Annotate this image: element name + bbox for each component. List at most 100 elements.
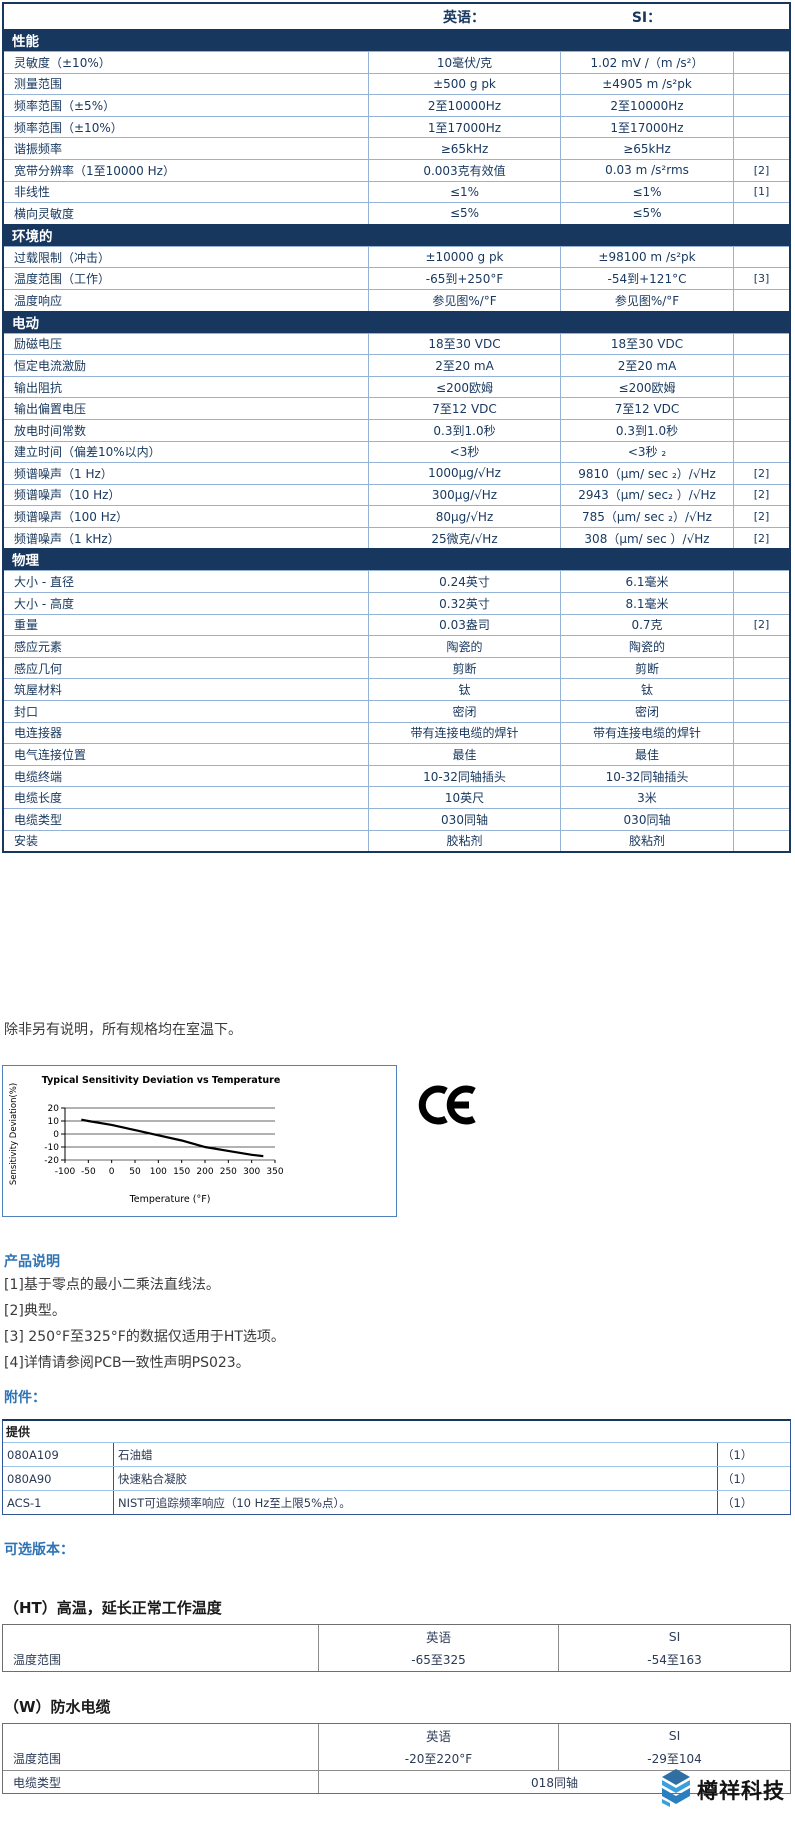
spec-value-english: ±10000 g pk bbox=[368, 246, 560, 268]
accessory-description: 快速粘合凝胶 bbox=[113, 1467, 717, 1491]
accessories-table: 提供 080A109 石油蜡 （1） 080A90 快速粘合凝胶 （1） ACS-1 NIST… bbox=[2, 1419, 791, 1516]
spec-label: 频谱噪声（1 Hz） bbox=[14, 466, 113, 481]
spec-note-ref: [2] bbox=[733, 527, 789, 549]
option-value-si: -54至163 bbox=[558, 1648, 790, 1672]
spec-note-ref bbox=[733, 355, 789, 376]
table-row: 频率范围（±5%） 2至10000Hz 2至10000Hz bbox=[4, 94, 789, 116]
spec-value-english: 0.03盎司 bbox=[368, 614, 560, 636]
spec-value-english: 1至17000Hz bbox=[368, 116, 560, 138]
spec-note-ref: [2] bbox=[733, 506, 789, 527]
spec-note-ref bbox=[733, 787, 789, 808]
spec-value-si: 2至10000Hz bbox=[560, 95, 733, 116]
spec-label: 频谱噪声（1 kHz） bbox=[14, 531, 120, 546]
company-name: 樽祥科技 bbox=[697, 1779, 785, 1803]
spec-value-si: 2943（μm/ sec₂ ）/√Hz bbox=[560, 484, 733, 506]
attachments-title: 附件： bbox=[4, 1390, 46, 1407]
spec-label: 频率范围（±5%） bbox=[14, 98, 116, 113]
product-note-line: [4]详情请参阅PCB一致性声明PS023。 bbox=[4, 1355, 250, 1372]
option-row-label: 温度范围 bbox=[13, 1752, 62, 1767]
spec-note-ref bbox=[733, 679, 789, 701]
svg-text:250: 250 bbox=[220, 1167, 237, 1177]
svg-text:50: 50 bbox=[129, 1167, 141, 1177]
spec-label: 电气连接位置 bbox=[14, 748, 87, 763]
spec-value-english: 最佳 bbox=[368, 744, 560, 765]
company-logo: 樽祥科技 bbox=[658, 1767, 785, 1813]
spec-value-si: 陶瓷的 bbox=[560, 636, 733, 657]
spec-value-english: 300μg/√Hz bbox=[368, 484, 560, 506]
spec-label: 宽带分辨率（1至10000 Hz） bbox=[14, 163, 175, 178]
table-row: 大小 - 高度 0.32英寸 8.1毫米 bbox=[4, 592, 789, 614]
spec-note-ref bbox=[733, 73, 789, 95]
spec-note-ref bbox=[733, 830, 789, 852]
spec-value-si: ≥65kHz bbox=[560, 138, 733, 159]
spec-label: 大小 - 直径 bbox=[14, 575, 74, 590]
table-row: 频谱噪声（1 Hz） 1000μg/√Hz 9810（μm/ sec ₂）/√Hz[… bbox=[4, 462, 789, 484]
spec-note-ref bbox=[733, 809, 789, 830]
spec-note-ref bbox=[733, 138, 789, 159]
table-row: 输出阻抗 ≤200欧姆 ≤200欧姆 bbox=[4, 375, 789, 398]
svg-text:100: 100 bbox=[150, 1167, 167, 1177]
spec-note-ref bbox=[733, 289, 789, 311]
table-row: 测量范围 ±500 g pk ±4905 m /s²pk bbox=[4, 72, 789, 95]
header-english: 英语： bbox=[443, 9, 485, 26]
ht-option-heading: （HT）高温，延长正常工作温度 bbox=[4, 1599, 222, 1618]
spec-value-si: -54到+121°C bbox=[560, 268, 733, 289]
spec-label: 频谱噪声（100 Hz） bbox=[14, 510, 129, 525]
spec-value-english: <3秒 bbox=[368, 441, 560, 463]
spec-label: 安装 bbox=[14, 834, 39, 849]
spec-value-si: <3秒 ₂ bbox=[560, 441, 733, 463]
table-row: 电缆类型 030同轴 030同轴 bbox=[4, 808, 789, 830]
svg-text:Typical Sensitivity Deviation: Typical Sensitivity Deviation vs Tempera… bbox=[42, 1075, 281, 1086]
spec-label: 输出偏置电压 bbox=[14, 402, 87, 417]
table-row: 励磁电压 18至30 VDC 18至30 VDC bbox=[4, 332, 789, 355]
col-english: 英语 bbox=[318, 1625, 558, 1649]
table-row: 电缆类型 018同轴 bbox=[3, 1770, 790, 1794]
svg-text:-50: -50 bbox=[81, 1167, 96, 1177]
spec-value-si: 密闭 bbox=[560, 701, 733, 722]
svg-text:10: 10 bbox=[48, 1117, 60, 1127]
spec-note-ref bbox=[733, 722, 789, 744]
spec-table-header-row: 英语： SI： bbox=[4, 4, 789, 29]
spec-value-english: ≤5% bbox=[368, 203, 560, 224]
spec-label: 感应几何 bbox=[14, 661, 63, 676]
spec-value-english: 带有连接电缆的焊针 bbox=[368, 722, 560, 744]
spec-value-si: 8.1毫米 bbox=[560, 593, 733, 614]
svg-text:0: 0 bbox=[53, 1130, 59, 1140]
section-header: 物理 bbox=[4, 548, 789, 571]
header-si: SI： bbox=[631, 9, 662, 26]
table-row: ACS-1 NIST可追踪频率响应（10 Hz至上限5%点）。 （1） bbox=[3, 1490, 790, 1515]
section-header: 性能 bbox=[4, 29, 789, 51]
table-row: 频谱噪声（10 Hz） 300μg/√Hz 2943（μm/ sec₂ ）/√Hz[… bbox=[4, 483, 789, 506]
spec-note-ref bbox=[733, 398, 789, 419]
spec-value-english: 2至10000Hz bbox=[368, 95, 560, 116]
spec-note-ref bbox=[733, 441, 789, 463]
svg-text:150: 150 bbox=[173, 1167, 190, 1177]
spec-value-si: ≤5% bbox=[560, 203, 733, 224]
spec-note-ref bbox=[733, 333, 789, 355]
spec-note-ref bbox=[733, 593, 789, 614]
spec-value-english: 钛 bbox=[368, 679, 560, 701]
option-value-english: -65至325 bbox=[318, 1648, 558, 1672]
table-row: 建立时间（偏差10%以内） <3秒 <3秒 ₂ bbox=[4, 440, 789, 463]
spec-value-si: 308（μm/ sec ）/√Hz bbox=[560, 527, 733, 549]
table-row: 输出偏置电压 7至12 VDC 7至12 VDC bbox=[4, 397, 789, 419]
spec-value-si: 1至17000Hz bbox=[560, 116, 733, 138]
accessories-header: 提供 bbox=[6, 1425, 31, 1440]
table-row: 感应元素 陶瓷的 陶瓷的 bbox=[4, 635, 789, 657]
table-row: 非线性 ≤1% ≤1% [1] bbox=[4, 180, 789, 203]
spec-value-english: 胶粘剂 bbox=[368, 830, 560, 852]
spec-value-si: 带有连接电缆的焊针 bbox=[560, 722, 733, 744]
spec-value-si: 0.03 m /s²rms bbox=[560, 159, 733, 181]
spec-label: 封口 bbox=[14, 704, 39, 719]
spec-value-si: 0.7克 bbox=[560, 614, 733, 636]
spec-value-english: ≤200欧姆 bbox=[368, 376, 560, 398]
w-option-heading: （W）防水电缆 bbox=[4, 1698, 111, 1717]
table-header-row: 英语 SI bbox=[3, 1625, 790, 1649]
accessory-quantity: （1） bbox=[717, 1467, 790, 1491]
table-row: 感应几何 剪断 剪断 bbox=[4, 656, 789, 679]
ce-mark-icon bbox=[411, 1083, 477, 1131]
chart-and-ce-row: Typical Sensitivity Deviation vs Tempera… bbox=[2, 1065, 793, 1218]
spec-value-english: 1000μg/√Hz bbox=[368, 463, 560, 484]
spec-value-si: 18至30 VDC bbox=[560, 333, 733, 355]
spec-label: 谐振频率 bbox=[14, 142, 63, 157]
